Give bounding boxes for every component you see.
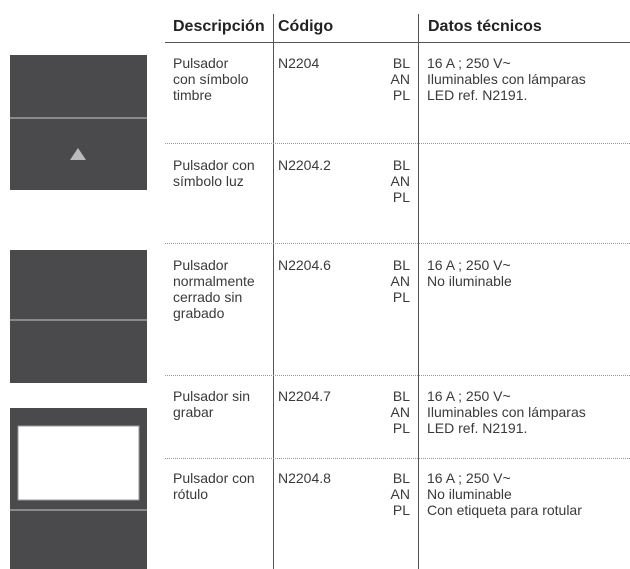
description: con símbolo [173,71,249,87]
description: Pulsador [173,257,229,273]
description: símbolo luz [173,173,244,189]
description: grabar [173,404,214,420]
technical: Iluminables con lámparas [427,404,586,420]
variant: BL [392,257,410,273]
description: Pulsador [173,55,229,71]
variant: AN [390,273,410,289]
description: Pulsador con [173,157,255,173]
row-separator [165,375,630,376]
code: N2204.7 [278,388,331,404]
variant: PL [392,289,410,305]
header-cell: Descripción [173,18,265,35]
row-separator [165,458,630,459]
header-cell: Datos técnicos [428,18,542,35]
code: N2204 [278,55,320,71]
technical: 16 A ; 250 V~ [427,470,511,486]
button-image [10,250,147,383]
column-line [418,14,419,569]
variant: AN [390,173,410,189]
variant: BL [392,157,410,173]
header-cell: Código [278,18,334,35]
column-line [273,14,274,569]
code: N2204.8 [278,470,331,486]
technical: No iluminable [427,486,512,502]
product-images [10,55,147,569]
description: Pulsador con [173,470,255,486]
variant: PL [392,189,410,205]
variant: PL [392,502,410,518]
description: timbre [173,87,212,103]
row-separator [165,243,630,244]
variant: AN [390,404,410,420]
button-image [10,55,147,190]
technical: 16 A ; 250 V~ [427,388,511,404]
technical: LED ref. N2191. [427,420,528,436]
code: N2204.2 [278,157,331,173]
description: cerrado sin [173,289,243,305]
description: normalmente [173,273,255,289]
description: rótulo [173,486,209,502]
technical: 16 A ; 250 V~ [427,55,511,71]
variant: BL [392,55,410,71]
variant: PL [392,420,410,436]
variant: PL [392,87,410,103]
technical: Con etiqueta para rotular [427,502,582,518]
technical: LED ref. N2191. [427,87,528,103]
variant: BL [392,470,410,486]
description: grabado [173,305,225,321]
variant: AN [390,486,410,502]
technical: 16 A ; 250 V~ [427,257,511,273]
variant: BL [392,388,410,404]
label-window [17,425,140,501]
technical: No iluminable [427,273,512,289]
technical: Iluminables con lámparas [427,71,586,87]
description: Pulsador sin [173,388,251,404]
header-rule [165,42,630,43]
row-separator [165,143,630,144]
bell-symbol [70,148,86,160]
variant: AN [390,71,410,87]
code: N2204.6 [278,257,331,273]
